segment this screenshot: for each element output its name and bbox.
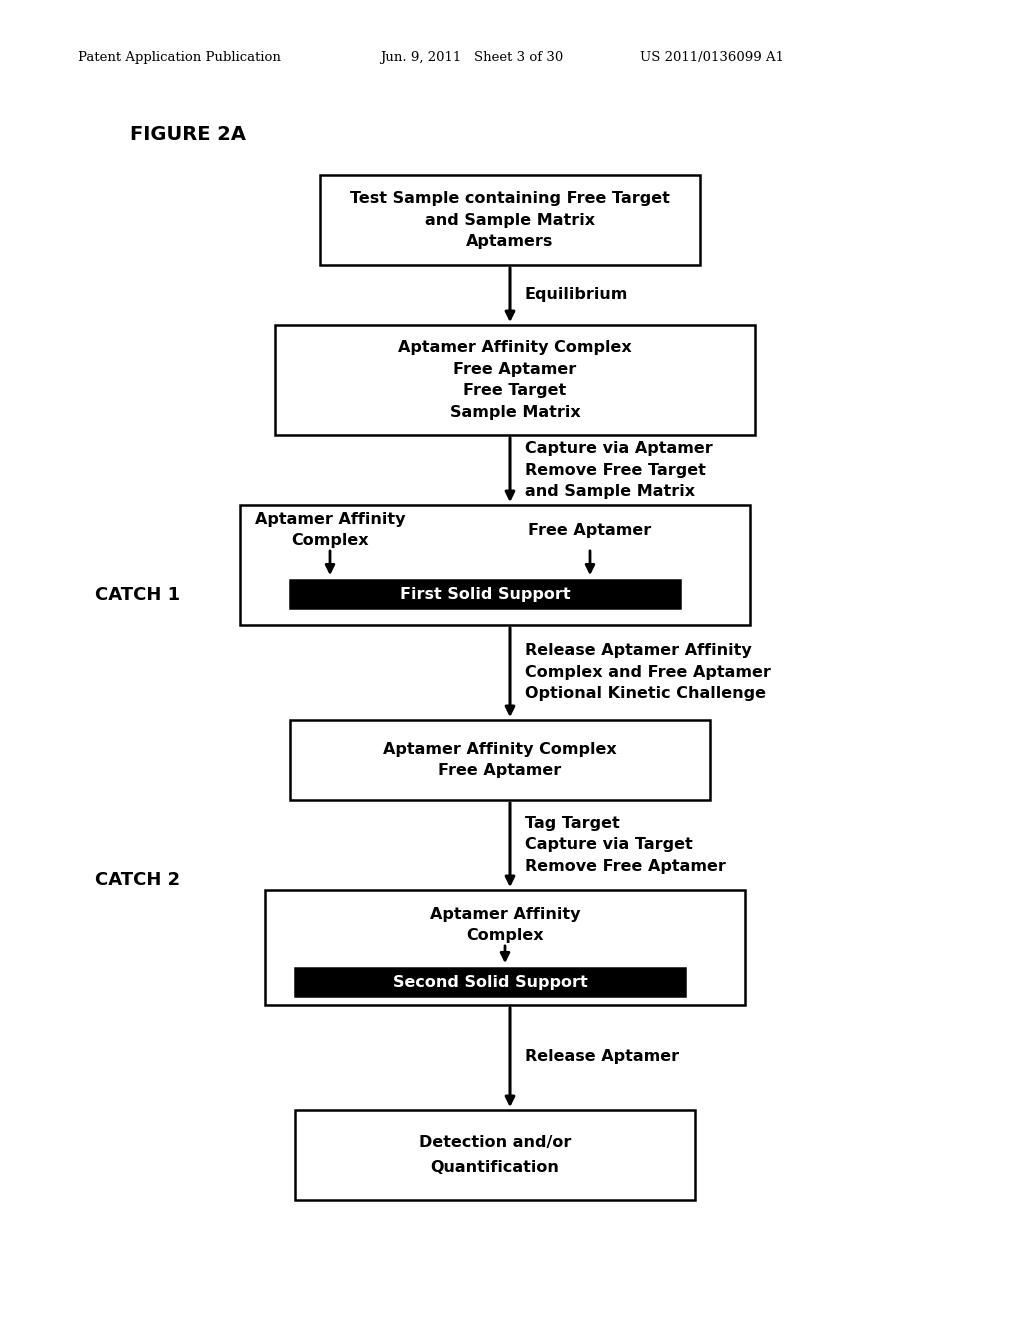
Text: Aptamer Affinity
Complex: Aptamer Affinity Complex bbox=[255, 512, 406, 548]
Text: Jun. 9, 2011   Sheet 3 of 30: Jun. 9, 2011 Sheet 3 of 30 bbox=[380, 51, 563, 65]
Text: Equilibrium: Equilibrium bbox=[525, 288, 629, 302]
Text: Aptamer Affinity Complex
Free Aptamer
Free Target
Sample Matrix: Aptamer Affinity Complex Free Aptamer Fr… bbox=[398, 341, 632, 420]
Bar bbox=[265, 890, 745, 1005]
Text: CATCH 2: CATCH 2 bbox=[95, 871, 180, 888]
Text: Detection and/or
Quantification: Detection and/or Quantification bbox=[419, 1135, 571, 1175]
Text: Release Aptamer: Release Aptamer bbox=[525, 1049, 679, 1064]
Text: Free Aptamer: Free Aptamer bbox=[528, 523, 651, 537]
Text: FIGURE 2A: FIGURE 2A bbox=[130, 125, 246, 144]
Text: Release Aptamer Affinity
Complex and Free Aptamer
Optional Kinetic Challenge: Release Aptamer Affinity Complex and Fre… bbox=[525, 643, 771, 701]
Text: Tag Target
Capture via Target
Remove Free Aptamer: Tag Target Capture via Target Remove Fre… bbox=[525, 816, 726, 874]
Bar bbox=[240, 506, 750, 624]
Bar bbox=[275, 325, 755, 436]
Bar bbox=[319, 176, 700, 265]
Bar bbox=[295, 1110, 695, 1200]
Text: CATCH 1: CATCH 1 bbox=[95, 586, 180, 605]
Text: Aptamer Affinity Complex
Free Aptamer: Aptamer Affinity Complex Free Aptamer bbox=[383, 742, 616, 779]
Text: US 2011/0136099 A1: US 2011/0136099 A1 bbox=[640, 51, 784, 65]
Text: Patent Application Publication: Patent Application Publication bbox=[78, 51, 281, 65]
Text: Test Sample containing Free Target
and Sample Matrix
Aptamers: Test Sample containing Free Target and S… bbox=[350, 191, 670, 249]
Bar bbox=[295, 968, 685, 997]
Text: Aptamer Affinity
Complex: Aptamer Affinity Complex bbox=[430, 907, 581, 944]
Bar bbox=[290, 719, 710, 800]
Text: First Solid Support: First Solid Support bbox=[399, 586, 570, 602]
Text: Second Solid Support: Second Solid Support bbox=[392, 974, 588, 990]
Bar bbox=[290, 579, 680, 609]
Text: Capture via Aptamer
Remove Free Target
and Sample Matrix: Capture via Aptamer Remove Free Target a… bbox=[525, 441, 713, 499]
